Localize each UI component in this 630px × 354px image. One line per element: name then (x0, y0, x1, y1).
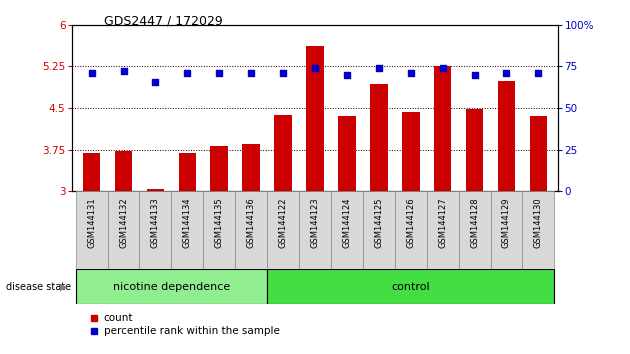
Text: GDS2447 / 172029: GDS2447 / 172029 (104, 14, 222, 27)
Point (86, 70, 96, 76)
Bar (498, 81, 515, 191)
Bar (76, 269, 267, 304)
Point (534, 70, 544, 76)
Bar (530, 116, 547, 191)
Text: GSM144132: GSM144132 (119, 198, 128, 248)
Point (182, 70, 192, 76)
Text: GSM144130: GSM144130 (534, 198, 543, 248)
Bar (147, 189, 164, 191)
Point (151, 80, 161, 85)
Bar (306, 46, 324, 191)
Point (214, 70, 224, 76)
Bar (466, 109, 483, 191)
Bar (402, 112, 420, 191)
Text: GSM144135: GSM144135 (215, 198, 224, 248)
Bar (210, 146, 228, 191)
Bar (459, 191, 491, 269)
Point (406, 70, 416, 76)
Text: GSM144136: GSM144136 (247, 198, 256, 248)
Text: GSM144128: GSM144128 (470, 198, 479, 248)
Point (342, 72, 352, 78)
Point (310, 65, 320, 71)
Legend: count, percentile rank within the sample: count, percentile rank within the sample (90, 313, 280, 336)
Bar (235, 191, 267, 269)
Point (246, 70, 256, 76)
Text: GSM144125: GSM144125 (374, 198, 383, 248)
Text: control: control (391, 282, 430, 292)
Bar (108, 191, 139, 269)
Bar (363, 191, 395, 269)
Bar (491, 191, 522, 269)
Point (118, 69, 129, 74)
Text: GSM144122: GSM144122 (278, 198, 287, 248)
Bar (338, 116, 356, 191)
Point (374, 65, 384, 71)
Bar (522, 191, 554, 269)
Text: GSM144127: GSM144127 (438, 198, 447, 248)
Text: GSM144133: GSM144133 (151, 198, 160, 248)
Bar (267, 191, 299, 269)
Bar (427, 191, 459, 269)
Point (438, 65, 448, 71)
Point (501, 70, 512, 76)
Bar (115, 151, 132, 191)
Bar (267, 269, 554, 304)
Point (469, 72, 479, 78)
Text: GSM144124: GSM144124 (343, 198, 352, 248)
Point (278, 70, 288, 76)
Bar (299, 191, 331, 269)
Text: GSM144129: GSM144129 (502, 198, 511, 248)
Bar (76, 191, 108, 269)
Text: GSM144123: GSM144123 (311, 198, 319, 248)
Text: GSM144134: GSM144134 (183, 198, 192, 248)
Text: disease state: disease state (6, 282, 71, 292)
Bar (274, 115, 292, 191)
Bar (395, 191, 427, 269)
Text: GSM144126: GSM144126 (406, 198, 415, 248)
Text: ▶: ▶ (60, 282, 67, 292)
Bar (83, 153, 100, 191)
Bar (178, 153, 196, 191)
Bar (203, 191, 235, 269)
Text: nicotine dependence: nicotine dependence (113, 282, 230, 292)
Bar (331, 191, 363, 269)
Bar (434, 66, 452, 191)
Bar (370, 84, 387, 191)
Bar (139, 191, 171, 269)
Bar (171, 191, 203, 269)
Bar (243, 144, 260, 191)
Text: GSM144131: GSM144131 (87, 198, 96, 248)
